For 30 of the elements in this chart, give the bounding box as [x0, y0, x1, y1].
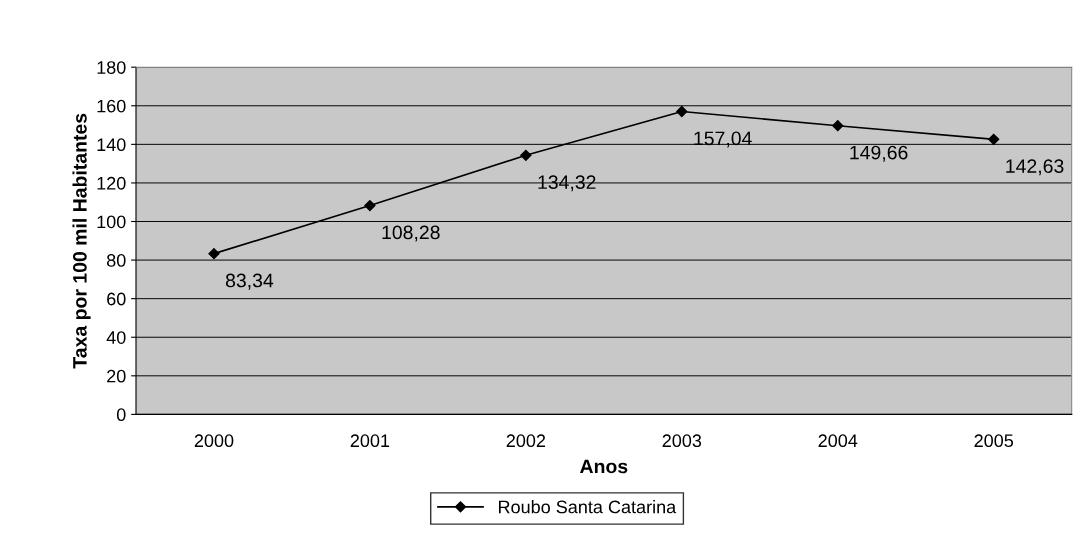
- x-tick-label: 2003: [662, 434, 702, 448]
- x-axis-title: Anos: [580, 459, 628, 474]
- y-tick-label: 20: [107, 369, 126, 383]
- x-tick-label: 2005: [974, 434, 1014, 448]
- y-tick-label: 140: [97, 138, 126, 152]
- text: 149,66: [850, 145, 908, 162]
- point: [832, 120, 844, 132]
- text: 157,04: [694, 131, 752, 148]
- text: 83,34: [225, 273, 274, 290]
- x-tick-label: 2001: [350, 434, 390, 448]
- point: [364, 199, 376, 212]
- y-tick-label: 160: [97, 99, 126, 113]
- point: [676, 105, 688, 118]
- x-tick-label: 2002: [506, 434, 546, 448]
- point: [988, 133, 1000, 145]
- y-tick-label: 180: [97, 61, 126, 74]
- point: [208, 248, 220, 260]
- y-tick-label: 40: [106, 331, 126, 344]
- text: 108,28: [382, 225, 440, 242]
- point: [520, 149, 532, 161]
- y-tick-label: 80: [106, 254, 126, 267]
- y-axis-title: Taxa por 100 mil Habitantes: [72, 113, 91, 369]
- y-tick-label: 120: [97, 176, 126, 190]
- legend-label: Roubo Santa Catarina: [499, 500, 677, 514]
- y-tick-label: 0: [116, 408, 126, 422]
- y-tick-label: 100: [97, 215, 126, 229]
- x-tick-label: 2004: [818, 434, 858, 448]
- x-tick-label: 2000: [194, 434, 234, 448]
- text: 142,63: [1006, 159, 1064, 176]
- y-tick-label: 60: [107, 292, 126, 306]
